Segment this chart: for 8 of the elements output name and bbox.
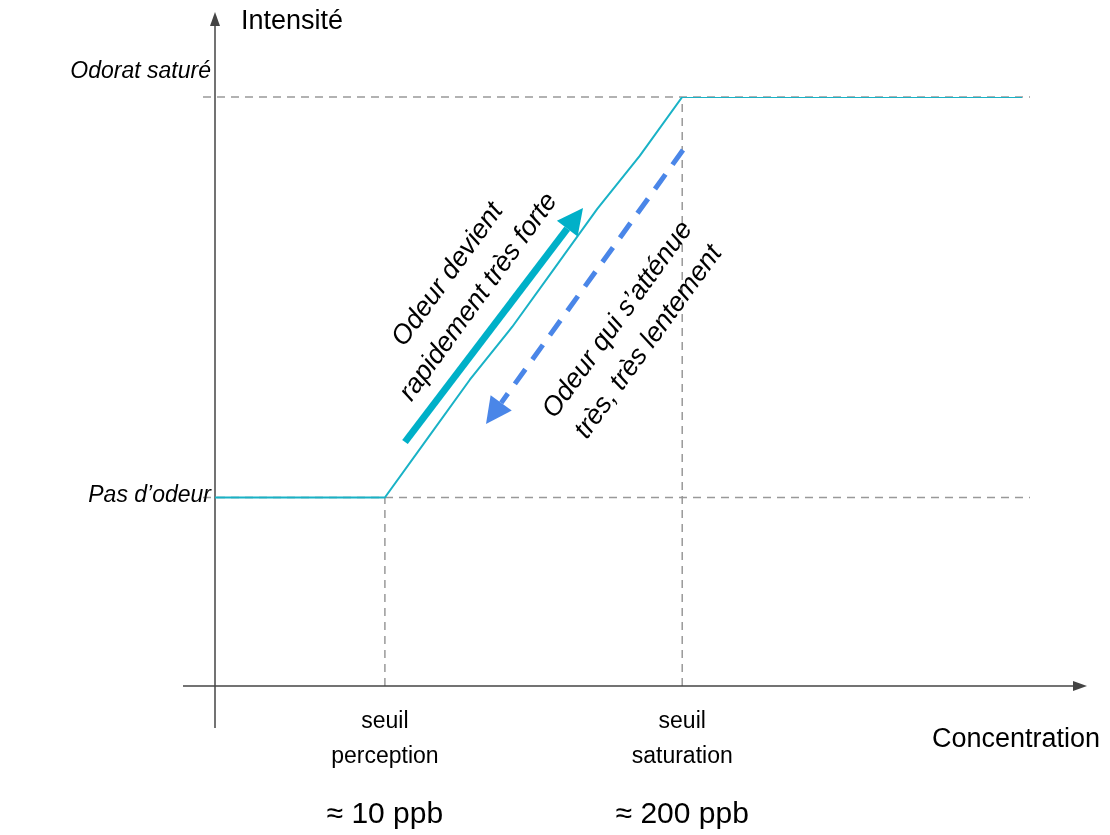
x-axis-title: Concentration <box>931 723 1100 754</box>
text: ≈ 10 ppb <box>326 796 444 830</box>
x-tick-label: seuil saturation <box>631 707 733 769</box>
x-tick-label: seuil perception <box>331 707 439 769</box>
ref-line-label: Pas d’odeur <box>88 481 213 508</box>
text: ≈ 200 ppb <box>615 796 749 830</box>
ref-line-label: Odorat saturé <box>70 56 211 83</box>
y-axis-title: Intensité <box>241 5 344 36</box>
